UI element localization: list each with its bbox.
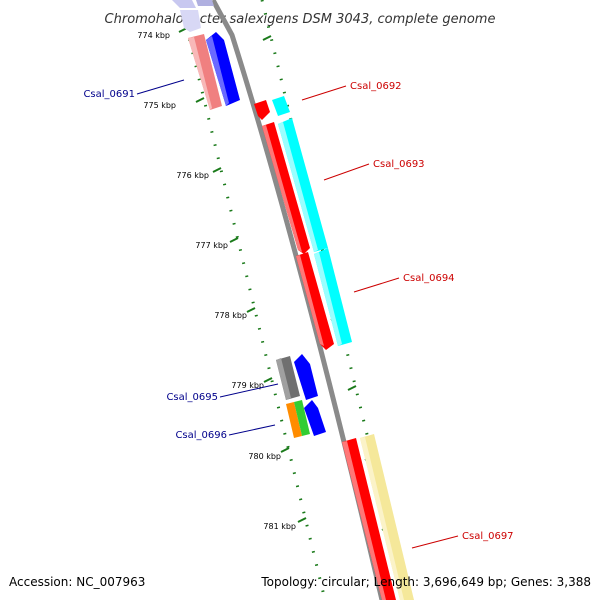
leader-csal-0692 (301, 85, 347, 101)
gene-csal-0697-yellow-highlight (360, 437, 404, 600)
tick-mark-776 (212, 167, 222, 173)
leader-csal-0697 (411, 535, 459, 549)
gene-csal-0693-cyan-highlight (278, 122, 318, 252)
gene-csal-0696-green[interactable] (294, 400, 310, 436)
tick-mark-775 (195, 97, 205, 103)
gene-blue-top-highlight (206, 36, 229, 106)
map-title: Chromohalobacter salexigens DSM 3043, co… (105, 12, 496, 27)
gene-label-csal-0691[interactable]: Csal_0691 (83, 89, 135, 100)
gene-csal-0696-orange[interactable] (286, 402, 302, 438)
tick-label-774: 774 kbp (137, 31, 170, 40)
tick-label-775: 775 kbp (143, 101, 176, 110)
tick-mark-777 (229, 237, 239, 243)
tick-mark-right-1 (262, 35, 272, 41)
gene-lavender-1[interactable] (172, 0, 196, 8)
gene-csal-0694-red-highlight (296, 255, 324, 346)
tick-labels: 774 kbp 775 kbp 776 kbp 777 kbp 778 kbp … (137, 31, 296, 531)
tick-label-777: 777 kbp (195, 241, 228, 250)
gene-csal-0692-red[interactable] (254, 100, 270, 120)
leader-csal-0695 (219, 383, 279, 398)
gene-label-csal-0695[interactable]: Csal_0695 (166, 392, 218, 403)
tick-label-781: 781 kbp (263, 522, 296, 531)
gene-lavender-2[interactable] (196, 0, 214, 6)
gene-label-csal-0693[interactable]: Csal_0693 (373, 159, 425, 170)
tick-mark-778 (246, 307, 256, 313)
tick-mark-780 (280, 447, 290, 453)
leader-csal-0694 (353, 277, 400, 293)
gene-blue-mid-1[interactable] (294, 354, 318, 400)
gene-csal-0691-highlight (188, 37, 212, 110)
gene-label-csal-0694[interactable]: Csal_0694 (403, 273, 455, 284)
gene-csal-0695-gray-highlight (276, 358, 291, 400)
tick-mark-779 (263, 377, 273, 383)
gene-label-csal-0697[interactable]: Csal_0697 (462, 531, 514, 542)
leader-csal-0693 (323, 163, 370, 181)
gene-label-csal-0696[interactable]: Csal_0696 (175, 430, 227, 441)
tick-mark-right-6 (347, 385, 357, 391)
tick-label-776: 776 kbp (176, 171, 209, 180)
gene-csal-0692-cyan[interactable] (272, 96, 290, 116)
gene-csal-0697-red-highlight (342, 441, 386, 600)
left-tick-lane (178, 0, 327, 600)
gene-leader-lines (136, 79, 459, 549)
leader-csal-0696 (228, 424, 276, 436)
gene-csal-0693-red-highlight (262, 125, 302, 252)
accession-text: Accession: NC_007963 (9, 575, 145, 589)
tick-mark-781 (297, 517, 307, 523)
gene-labels: Csal_0691 Csal_0692 Csal_0693 Csal_0694 … (83, 81, 513, 542)
gene-lavender-3[interactable] (180, 10, 201, 32)
gene-label-csal-0692[interactable]: Csal_0692 (350, 81, 402, 92)
gene-csal-0694-cyan-highlight (314, 252, 342, 346)
summary-text: Topology: circular; Length: 3,696,649 bp… (260, 575, 591, 589)
tick-label-778: 778 kbp (214, 311, 247, 320)
gene-blue-mid-2[interactable] (304, 400, 326, 436)
tick-label-779: 779 kbp (231, 381, 264, 390)
tick-label-780: 780 kbp (248, 452, 281, 461)
leader-csal-0691 (136, 79, 185, 95)
